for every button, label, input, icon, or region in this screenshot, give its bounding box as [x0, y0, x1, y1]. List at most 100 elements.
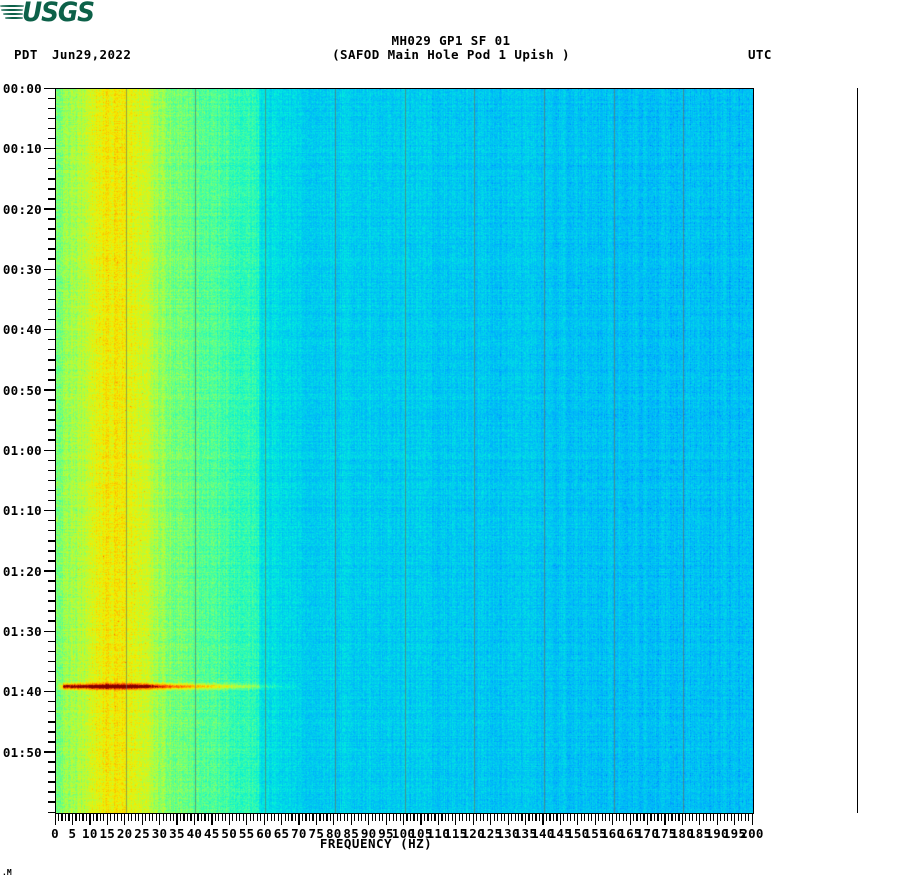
axis-tick [469, 814, 471, 821]
axis-tick [75, 814, 77, 821]
axis-tick [448, 814, 450, 821]
axis-tick [681, 814, 683, 825]
frequency-label: 140 [531, 826, 555, 841]
frequency-label: 115 [444, 826, 468, 841]
axis-tick [48, 117, 55, 120]
axis-tick [48, 600, 55, 602]
frequency-label: 45 [203, 826, 220, 841]
axis-tick [727, 814, 729, 821]
axis-tick [44, 389, 55, 391]
frequency-label: 85 [343, 826, 360, 841]
axis-tick [48, 298, 55, 301]
axis-tick [476, 814, 478, 821]
axis-tick [169, 814, 171, 821]
axis-tick [287, 814, 290, 821]
axis-tick [423, 814, 426, 821]
axis-tick [48, 248, 55, 250]
axis-tick [277, 814, 279, 821]
axis-tick [570, 814, 572, 821]
axis-tick [249, 814, 251, 821]
frequency-label: 35 [169, 826, 185, 841]
axis-tick [172, 814, 175, 821]
axis-tick [713, 814, 715, 821]
axis-tick [48, 238, 55, 240]
axis-tick [587, 814, 589, 821]
axis-tick [291, 814, 293, 821]
axis-tick [622, 814, 624, 821]
axis-tick [664, 814, 666, 825]
spectrogram-plot[interactable] [55, 88, 754, 814]
axis-tick [472, 814, 474, 825]
axis-tick [326, 814, 328, 821]
axis-tick [281, 814, 283, 825]
axis-tick [48, 479, 55, 482]
axis-tick [465, 814, 467, 821]
axis-tick [396, 814, 398, 821]
axis-tick [744, 814, 746, 821]
axis-tick [64, 814, 67, 821]
axis-tick [138, 814, 140, 821]
frequency-label: 90 [360, 826, 377, 841]
axis-tick [535, 814, 537, 821]
frequency-label: 65 [273, 826, 290, 841]
axis-tick [455, 814, 457, 825]
axis-tick [340, 814, 342, 821]
axis-tick [678, 814, 680, 821]
axis-tick [48, 469, 55, 472]
frequency-label: 195 [722, 826, 747, 841]
axis-tick [48, 680, 55, 683]
axis-tick [514, 814, 516, 821]
timezone-label-left: PDT [14, 47, 38, 62]
axis-tick [48, 650, 55, 653]
time-label-local: 00:00 [2, 81, 42, 96]
axis-tick [531, 814, 534, 821]
corner-artifact-mark: .M [2, 868, 12, 877]
axis-tick [653, 814, 656, 821]
axis-tick [315, 814, 318, 825]
axis-tick [660, 814, 663, 821]
axis-tick [186, 814, 189, 821]
axis-tick [190, 814, 192, 821]
frequency-label: 60 [256, 826, 272, 841]
axis-tick [48, 519, 55, 522]
axis-tick [692, 814, 694, 821]
time-label-local: 01:20 [2, 563, 42, 579]
axis-tick [214, 814, 216, 821]
axis-tick [48, 107, 55, 110]
axis-tick [204, 814, 206, 821]
spectrogram-image [56, 89, 753, 813]
axis-tick [48, 218, 55, 220]
axis-tick [246, 814, 248, 825]
axis-tick [48, 288, 55, 291]
axis-tick [500, 814, 502, 821]
frequency-label: 190 [705, 826, 729, 841]
time-label-local: 01:30 [2, 624, 42, 639]
axis-tick [619, 814, 621, 821]
axis-tick [48, 489, 55, 492]
axis-tick [48, 801, 55, 803]
axis-tick [48, 529, 55, 532]
axis-tick [48, 167, 55, 170]
frequency-label: 70 [291, 826, 307, 841]
axis-tick [117, 814, 119, 821]
axis-tick [549, 814, 551, 821]
axis-tick [751, 814, 753, 825]
axis-tick [734, 814, 736, 825]
axis-tick [294, 814, 297, 821]
axis-tick [612, 814, 614, 825]
axis-tick [685, 814, 687, 821]
axis-tick [225, 814, 227, 821]
axis-tick [389, 814, 391, 821]
frequency-label: 10 [82, 826, 98, 841]
axis-tick [674, 814, 677, 821]
frequency-label: 15 [99, 826, 116, 841]
axis-tick [409, 814, 412, 821]
frequency-label: 110 [426, 826, 451, 841]
axis-tick [361, 814, 363, 821]
axis-tick [399, 814, 401, 821]
frequency-label: 185 [687, 826, 712, 841]
axis-tick [44, 690, 55, 693]
axis-tick [347, 814, 349, 821]
axis-tick [235, 814, 237, 821]
axis-tick [82, 814, 84, 821]
